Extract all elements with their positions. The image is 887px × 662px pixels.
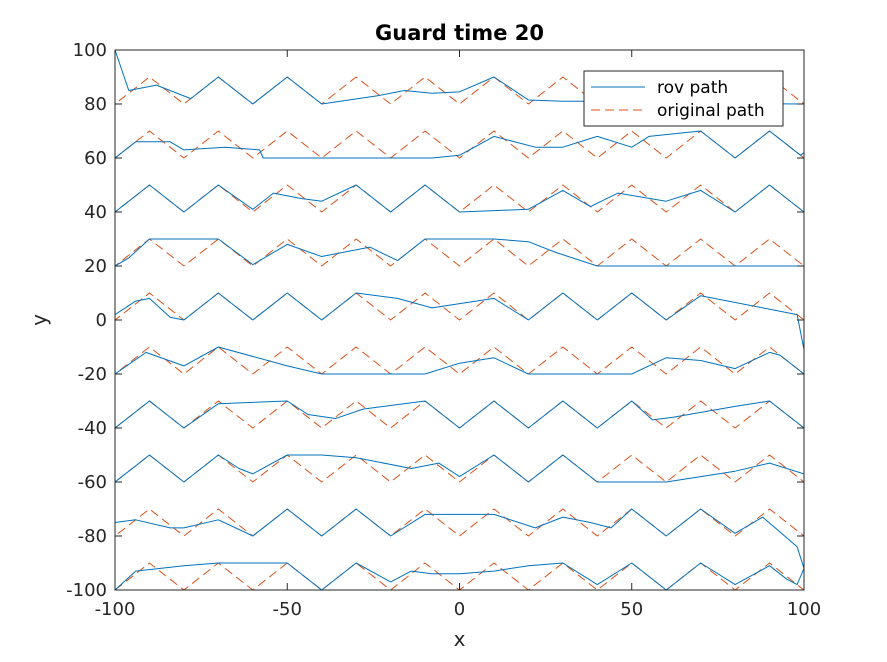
y-axis: -100 -80 -60 -40 -20 0 20 40 60 80 100 — [66, 40, 804, 601]
y-tick-label: 0 — [96, 310, 107, 331]
y-tick-label: 20 — [84, 256, 107, 277]
legend: rov path original path — [583, 70, 784, 127]
series-line-rov-path — [115, 50, 804, 590]
y-tick-label: -20 — [78, 364, 107, 385]
y-tick-label: -60 — [78, 472, 107, 493]
x-axis-label: x — [454, 627, 466, 651]
y-tick-label: 100 — [73, 40, 107, 61]
x-axis: -100 -50 0 50 100 — [95, 50, 821, 620]
legend-label-rov-path: rov path — [657, 78, 728, 98]
series-layer — [115, 50, 804, 590]
y-tick-label: 80 — [84, 94, 107, 115]
x-tick-label: 0 — [454, 599, 465, 620]
x-tick-label: 50 — [620, 599, 643, 620]
y-tick-label: -40 — [78, 418, 107, 439]
y-tick-label: -100 — [66, 580, 107, 601]
y-tick-label: 60 — [84, 148, 107, 169]
y-tick-label: 40 — [84, 202, 107, 223]
chart-title: Guard time 20 — [375, 21, 544, 45]
x-tick-label: -50 — [273, 599, 302, 620]
legend-label-original-path: original path — [657, 101, 765, 121]
legend-box — [583, 70, 784, 127]
x-tick-label: -100 — [95, 599, 136, 620]
y-tick-label: -80 — [78, 526, 107, 547]
x-tick-label: 100 — [787, 599, 821, 620]
y-axis-label: y — [27, 314, 51, 326]
